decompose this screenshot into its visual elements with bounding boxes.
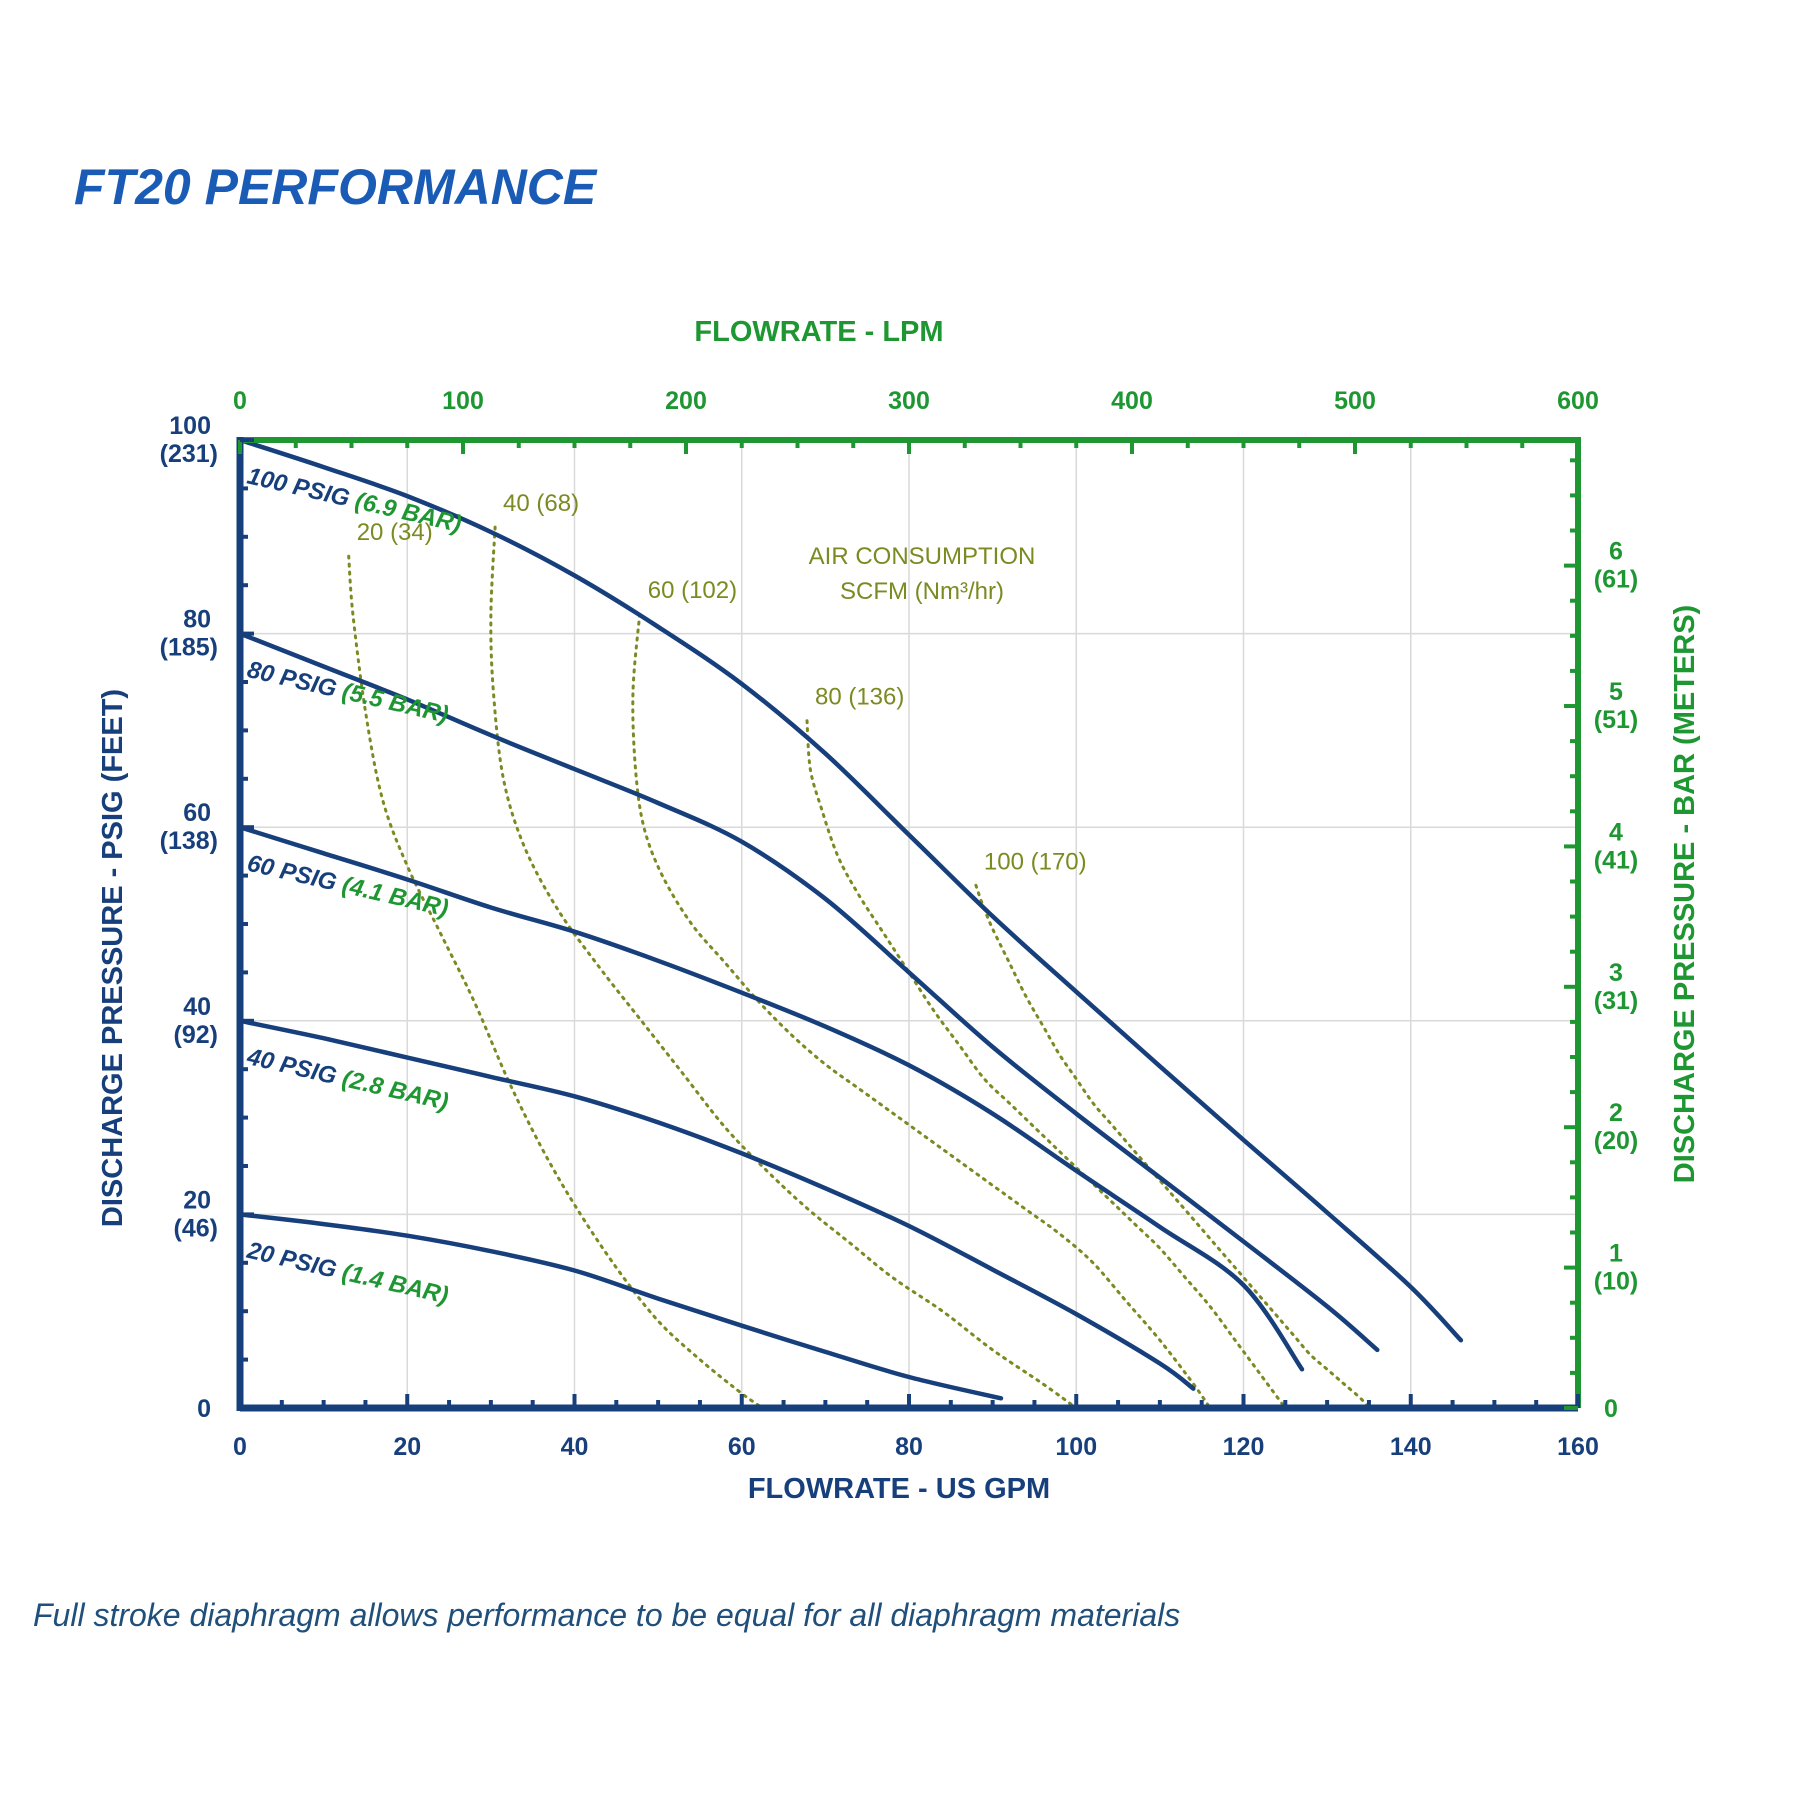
x-top-tick-label: 200 <box>665 387 707 415</box>
x-top-tick-label: 500 <box>1334 387 1376 415</box>
air-curve-label-4: 100 (170) <box>984 848 1087 875</box>
y-left-tick-sublabel: (46) <box>174 1214 218 1242</box>
x-bottom-tick-label: 60 <box>728 1433 756 1461</box>
x-top-tick-label: 0 <box>233 387 247 415</box>
footnote-caption: Full stroke diaphragm allows performance… <box>33 1597 1180 1633</box>
air-curve-label-2: 60 (102) <box>648 577 737 604</box>
y-left-tick-sublabel: (231) <box>160 440 218 468</box>
series-label-name: 40 PSIG <box>244 1043 346 1091</box>
air-curve-label-0: 20 (34) <box>357 519 433 546</box>
air-curve-1 <box>489 525 1078 1410</box>
air-consumption-curves <box>347 525 1371 1410</box>
series-label-3: 40 PSIG (2.8 BAR) <box>244 1043 451 1116</box>
x-top-tick-label: 600 <box>1557 387 1599 415</box>
x-bottom-tick-label: 20 <box>393 1433 421 1461</box>
series-label-name: 100 PSIG <box>245 463 359 514</box>
x-top-axis-title: FLOWRATE - LPM <box>694 316 943 348</box>
series-label-name: 20 PSIG <box>244 1237 346 1285</box>
y-left-tick-label: 20 <box>183 1186 211 1214</box>
air-consumption-unit-label: SCFM (Nm³/hr) <box>840 578 1004 605</box>
y-right-tick-sublabel: (20) <box>1594 1127 1638 1155</box>
series-line-4 <box>237 1212 1004 1401</box>
series-label-bar: (5.5 BAR) <box>340 678 451 729</box>
series-label-1: 80 PSIG (5.5 BAR) <box>245 656 451 729</box>
y-right-tick-sublabel: (51) <box>1594 706 1638 734</box>
series-label-4: 20 PSIG (1.4 BAR) <box>244 1237 451 1310</box>
series-line-0 <box>237 437 1464 1343</box>
y-right-tick-label: 1 <box>1609 1240 1623 1268</box>
x-bottom-tick-label: 160 <box>1557 1433 1599 1461</box>
y-right-axis-title: DISCHARGE PRESSURE - BAR (METERS) <box>1669 605 1701 1183</box>
air-curve-2 <box>631 612 1212 1410</box>
series-label-bar: (2.8 BAR) <box>340 1065 451 1116</box>
y-left-tick-label: 40 <box>183 993 211 1021</box>
x-bottom-tick-label: 0 <box>233 1433 247 1461</box>
series-line-2 <box>237 824 1305 1372</box>
air-curve-3 <box>805 719 1287 1410</box>
series-line-1 <box>237 631 1380 1353</box>
y-left-tick-label: 100 <box>169 412 211 440</box>
y-right-tick-label: 6 <box>1609 538 1623 566</box>
y-right-tick-sublabel: (31) <box>1594 987 1638 1015</box>
y-left-tick-sublabel: (185) <box>160 634 218 662</box>
series-label-name: 80 PSIG <box>245 656 346 704</box>
y-left-axis-title: DISCHARGE PRESSURE - PSIG (FEET) <box>97 689 129 1227</box>
y-left-tick-label: 80 <box>183 606 211 634</box>
y-left-tick-sublabel: (138) <box>160 827 218 855</box>
series-label-bar: (4.1 BAR) <box>340 872 451 923</box>
x-top-tick-label: 100 <box>442 387 484 415</box>
y-right-tick-label: 4 <box>1609 818 1623 846</box>
y-left-tick-label: 60 <box>183 799 211 827</box>
x-top-tick-label: 400 <box>1111 387 1153 415</box>
air-curve-4 <box>974 883 1371 1410</box>
air-consumption-label: AIR CONSUMPTION <box>809 543 1036 570</box>
y-right-tick-label: 5 <box>1609 678 1623 706</box>
gridlines <box>240 440 1578 1408</box>
series-label-bar: (1.4 BAR) <box>340 1259 451 1310</box>
air-curve-0 <box>347 554 765 1410</box>
y-left-tick-sublabel: (92) <box>174 1021 218 1049</box>
y-left-tick-label: 0 <box>197 1395 211 1423</box>
y-right-tick-sublabel: (61) <box>1594 566 1638 594</box>
pressure-curves <box>237 437 1464 1401</box>
chart-title: FT20 PERFORMANCE <box>74 159 598 215</box>
y-right-tick-sublabel: (10) <box>1594 1268 1638 1296</box>
x-bottom-tick-label: 120 <box>1223 1433 1265 1461</box>
x-bottom-tick-label: 80 <box>895 1433 923 1461</box>
y-right-tick-label: 3 <box>1609 959 1623 987</box>
air-curve-label-3: 80 (136) <box>815 684 904 711</box>
x-bottom-tick-label: 140 <box>1390 1433 1432 1461</box>
x-bottom-tick-label: 100 <box>1055 1433 1097 1461</box>
x-top-tick-label: 300 <box>888 387 930 415</box>
x-bottom-axis-title: FLOWRATE - US GPM <box>748 1473 1050 1505</box>
y-right-tick-label: 2 <box>1609 1099 1623 1127</box>
x-bottom-tick-label: 40 <box>561 1433 589 1461</box>
y-right-tick-label: 0 <box>1604 1395 1618 1423</box>
y-right-tick-sublabel: (41) <box>1594 846 1638 874</box>
series-line-3 <box>237 1018 1196 1391</box>
air-curve-label-1: 40 (68) <box>503 490 579 517</box>
